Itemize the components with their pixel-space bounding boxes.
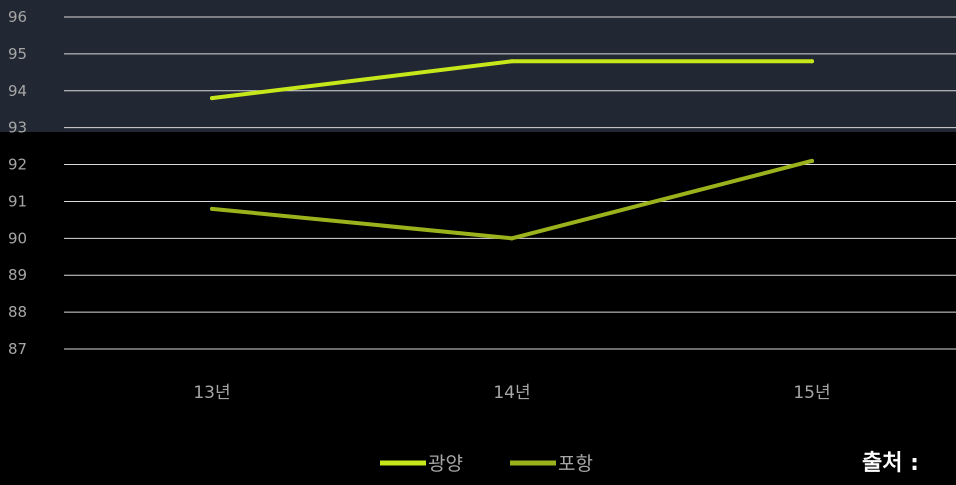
y-tick-label: 93 — [8, 119, 27, 137]
data-point — [810, 158, 814, 163]
y-tick-label: 95 — [8, 45, 27, 63]
data-point — [210, 96, 214, 101]
y-tick-label: 88 — [8, 303, 27, 321]
y-tick-label: 90 — [8, 229, 27, 247]
data-point — [210, 206, 214, 211]
x-tick-label: 15년 — [793, 383, 830, 403]
y-tick-label: 94 — [8, 82, 27, 100]
legend-label: 포항 — [558, 453, 593, 475]
x-tick-label: 14년 — [493, 383, 530, 403]
gridlines — [64, 16, 956, 350]
x-tick-label: 13년 — [193, 383, 230, 403]
legend-label: 광양 — [428, 453, 463, 475]
y-axis-ticks: 96 95 94 93 92 91 90 89 88 87 — [8, 8, 27, 358]
y-tick-label: 92 — [8, 156, 27, 174]
data-point — [810, 59, 814, 64]
legend: 광양 포항 — [380, 453, 593, 475]
y-tick-label: 89 — [8, 266, 27, 284]
y-tick-label: 87 — [8, 340, 27, 358]
data-point — [510, 236, 514, 241]
series-lines — [210, 59, 814, 241]
source-label: 출처 : — [862, 451, 919, 476]
data-point — [510, 59, 514, 64]
series-line-2 — [210, 158, 814, 241]
y-tick-label: 91 — [8, 192, 27, 210]
y-tick-label: 96 — [8, 8, 27, 26]
x-axis-ticks: 13년 14년 15년 — [193, 383, 830, 403]
